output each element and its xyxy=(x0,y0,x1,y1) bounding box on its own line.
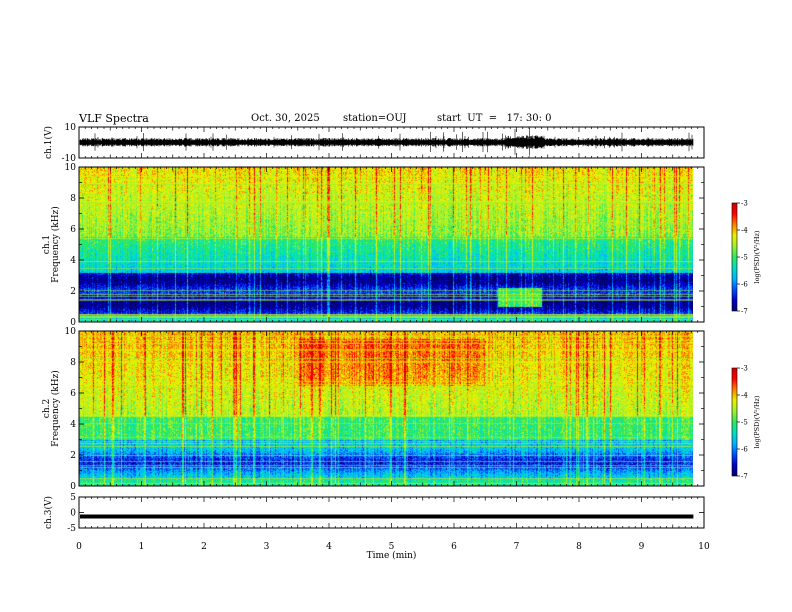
ch1-spectrogram-y-tick-label: 0 xyxy=(70,318,76,328)
colorbar-tick-label: -5 xyxy=(741,254,748,262)
x-tick-label: 9 xyxy=(639,542,645,552)
x-tick-label: 7 xyxy=(514,542,520,552)
colorbar-tick-label: -3 xyxy=(741,365,748,373)
ch1-spectrogram-y-axis-label: Frequency (kHz) xyxy=(50,206,61,283)
ch3-waveform-y-tick-label: 5 xyxy=(70,493,76,503)
ch1-spectrogram-y-tick-label: 2 xyxy=(70,287,76,297)
ch1-spectrogram-y-tick-label: 10 xyxy=(65,163,77,173)
colorbar-tick-label: -5 xyxy=(741,419,748,427)
ch1-waveform-line xyxy=(79,127,694,156)
colorbar-tick-label: -4 xyxy=(741,227,748,235)
ch1-spectrogram-y-tick-label: 6 xyxy=(70,225,76,235)
x-tick-label: 6 xyxy=(451,542,457,552)
colorbar-label: log(PSD)(V²/Hz) xyxy=(753,230,761,283)
colorbar-label: log(PSD)(V²/Hz) xyxy=(753,395,761,448)
ch2-spectrogram-y-tick-label: 2 xyxy=(70,451,76,461)
x-tick-label: 2 xyxy=(201,542,207,552)
ch1-spectrogram-y-axis-label: ch.1 xyxy=(42,235,52,254)
colorbar-tick-label: -7 xyxy=(741,473,748,481)
ch2-spectrogram-y-axis-label: Frequency (kHz) xyxy=(50,370,61,447)
x-tick-label: 8 xyxy=(576,542,582,552)
ch2-spectrogram-y-tick-label: 6 xyxy=(70,389,76,399)
x-tick-label: 5 xyxy=(389,542,395,552)
x-tick-label: 1 xyxy=(139,542,145,552)
x-axis-label: Time (min) xyxy=(367,550,417,561)
ch3-waveform-y-axis-label: ch.3(V) xyxy=(43,496,54,529)
colorbar-tick-label: -4 xyxy=(741,392,748,400)
spectrogram-image-ch2 xyxy=(79,331,693,486)
station-label: station=OUJ xyxy=(343,113,407,124)
ch1-spectrogram-y-tick-label: 8 xyxy=(70,194,76,204)
ch3-waveform-y-tick-label: 0 xyxy=(70,509,76,519)
colorbar-tick-label: -6 xyxy=(741,281,748,289)
spectrogram-image-ch1 xyxy=(79,167,693,322)
ch1-waveform-y-axis-label: ch.1(V) xyxy=(43,126,54,159)
ch1-waveform-y-tick-label: 10 xyxy=(65,123,77,133)
start-ut-label: start UT = 17: 30: 0 xyxy=(437,113,552,124)
colorbar-2 xyxy=(731,367,738,477)
x-tick-label: 0 xyxy=(76,542,82,552)
x-tick-label: 4 xyxy=(326,542,332,552)
ch3-waveform-y-tick-label: -5 xyxy=(67,524,76,534)
date-label: Oct. 30, 2025 xyxy=(251,113,320,124)
ch1-spectrogram-y-tick-label: 4 xyxy=(70,256,76,266)
ch2-spectrogram-y-tick-label: 0 xyxy=(70,482,76,492)
colorbar-tick-label: -6 xyxy=(741,446,748,454)
x-tick-label: 10 xyxy=(698,542,710,552)
colorbar-tick-label: -7 xyxy=(741,308,748,316)
x-tick-label: 3 xyxy=(264,542,270,552)
figure-title: VLF Spectra xyxy=(79,112,149,125)
ch2-spectrogram-y-tick-label: 8 xyxy=(70,358,76,368)
colorbar-1 xyxy=(731,202,738,312)
ch2-spectrogram-y-tick-label: 10 xyxy=(65,327,77,337)
ch2-spectrogram-y-axis-label: ch.2 xyxy=(42,399,52,418)
colorbar-tick-label: -3 xyxy=(741,200,748,208)
ch1-waveform-y-tick-label: -10 xyxy=(62,154,77,164)
ch2-spectrogram-y-tick-label: 4 xyxy=(70,420,76,430)
